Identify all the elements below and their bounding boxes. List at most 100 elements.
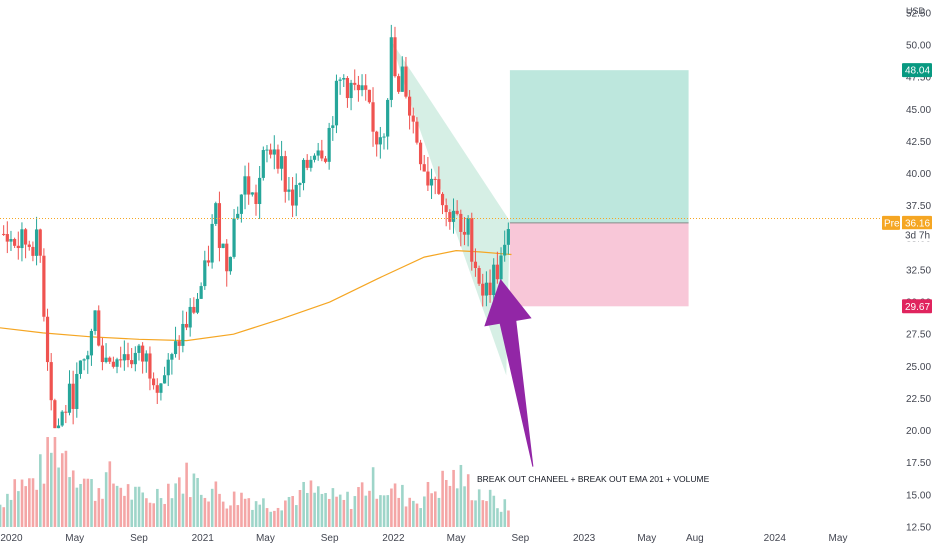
volume-bar: [192, 473, 196, 527]
candle-body: [316, 150, 320, 156]
candle-body: [290, 189, 295, 206]
candle: [415, 117, 419, 145]
volume-bar: [455, 488, 459, 527]
candle: [82, 358, 86, 371]
y-tick-label: 22.50: [906, 394, 931, 405]
volume-bar: [448, 485, 452, 527]
volume-bar: [82, 478, 86, 527]
candle-body: [53, 400, 57, 429]
candle-body: [258, 177, 262, 204]
candle: [418, 139, 423, 171]
candle-body: [444, 205, 448, 213]
candle-body: [375, 131, 379, 145]
candle-body: [86, 355, 90, 360]
volume-bar: [185, 462, 188, 527]
candle-body: [162, 375, 167, 384]
candle-body: [327, 127, 331, 162]
candle-body: [13, 239, 17, 246]
candle: [327, 122, 331, 170]
current-price-tag-text: 36.16: [905, 218, 930, 229]
candle-body: [49, 362, 53, 401]
candle: [477, 265, 481, 286]
candle-body: [155, 385, 159, 393]
x-tick-label: 2024: [764, 533, 787, 544]
candle-body: [283, 156, 287, 192]
y-tick-label: 12.50: [906, 523, 931, 534]
candle-body: [301, 159, 306, 184]
volume-bar: [258, 504, 262, 527]
candle: [481, 273, 485, 307]
candle-body: [481, 283, 485, 296]
candle-body: [203, 260, 207, 287]
candle-body: [184, 323, 189, 328]
volume-bar: [262, 498, 265, 527]
candle: [422, 155, 426, 172]
candle: [437, 166, 441, 195]
candle-body: [356, 84, 360, 91]
candle: [13, 237, 17, 248]
volume-bar: [218, 493, 221, 527]
volume-bar: [379, 495, 382, 527]
candle: [104, 343, 108, 364]
volume-bar: [148, 502, 152, 527]
candle: [323, 155, 328, 164]
candle: [239, 194, 243, 223]
candle-body: [312, 155, 317, 160]
volume-bar: [214, 481, 218, 527]
countdown-bg: [902, 229, 932, 242]
volume-bar: [291, 496, 294, 527]
candle: [119, 346, 123, 368]
x-tick-label: Sep: [130, 533, 148, 544]
candle: [404, 56, 408, 99]
volume-bar: [254, 501, 258, 527]
candle-body: [93, 310, 97, 331]
volume-bar: [437, 497, 441, 527]
candle-body: [137, 345, 141, 353]
volume-bar: [360, 482, 364, 527]
candle: [225, 239, 229, 287]
candle-body: [364, 85, 368, 90]
candle: [144, 350, 148, 373]
candle: [34, 216, 39, 266]
candle: [382, 133, 386, 150]
candle: [75, 362, 79, 418]
volume-bar: [221, 501, 225, 527]
stop-price-tag-bg: [902, 299, 932, 314]
candle-body: [130, 360, 134, 365]
volume-bar: [507, 510, 510, 527]
x-tick-label: May: [637, 533, 656, 544]
volume-bar: [174, 483, 177, 527]
candle-body: [411, 115, 415, 122]
candle: [31, 241, 35, 262]
breakout-annotation: BREAK OUT CHANEEL + BREAK OUT EMA 201 + …: [477, 474, 710, 484]
volume-bar: [20, 479, 24, 527]
countdown-text: 3d 7h: [905, 231, 930, 242]
volume-bar: [269, 511, 273, 527]
volume-bar: [39, 454, 42, 527]
volume-bar: [503, 499, 507, 527]
candle-body: [188, 306, 192, 328]
volume-bar: [492, 495, 496, 527]
volume-bar: [243, 498, 247, 527]
long-position-tool[interactable]: [509, 70, 689, 307]
volume-bar: [152, 503, 155, 527]
volume-bar: [444, 480, 448, 527]
candle: [276, 144, 280, 174]
volume-bar: [499, 511, 503, 527]
x-axis[interactable]: 2020 May Sep 2021 May Sep 2022 May Sep 2023 May Aug…: [0, 533, 847, 544]
descending-channel: [391, 41, 510, 376]
candle: [451, 198, 456, 234]
breakout-arrow: [484, 278, 534, 467]
volume-bar: [463, 486, 466, 527]
candle-body: [404, 66, 408, 97]
candle: [159, 383, 163, 401]
candle-body: [298, 183, 302, 185]
candle-body: [360, 85, 364, 91]
candle-body: [408, 96, 412, 116]
candle: [371, 87, 375, 147]
loss-zone: [509, 222, 689, 307]
candle: [221, 243, 225, 249]
candlesticks: [2, 24, 510, 429]
candle-body: [280, 156, 284, 169]
